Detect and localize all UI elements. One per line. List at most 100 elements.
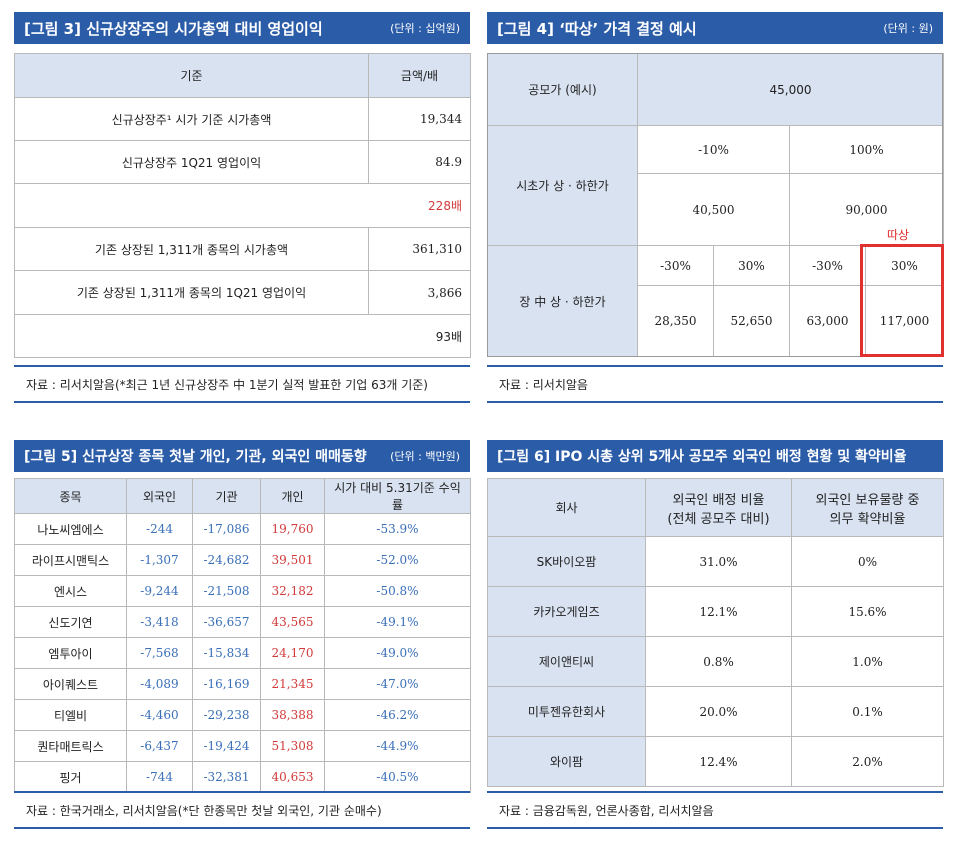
table-header: 회사 [487, 478, 646, 537]
table-cell: -29,238 [192, 699, 261, 731]
table-cell: 0.8% [645, 636, 792, 687]
table-header: 외국인 [126, 478, 193, 514]
figure-6-source: 자료 : 금융감독원, 언론사종합, 리서치알음 [487, 791, 943, 829]
table-cell: 40,653 [260, 761, 325, 793]
table-cell: -244 [126, 513, 193, 545]
figure-4-title: [그림 4] ‘따상’ 가격 결정 예시 [497, 19, 697, 38]
table-cell: 0.1% [791, 686, 944, 737]
figure-5-source: 자료 : 한국거래소, 리서치알음(*단 한종목만 첫날 외국인, 기관 순매수… [14, 791, 470, 829]
table-row: 엔시스 -9,244 -21,508 32,182 -50.8% [14, 575, 471, 607]
table-cell: 엔시스 [14, 575, 127, 607]
table-row: 엠투아이 -7,568 -15,834 24,170 -49.0% [14, 637, 471, 669]
table-row: 핑거 -744 -32,381 40,653 -40.5% [14, 761, 471, 793]
table-cell: -36,657 [192, 606, 261, 638]
ipo-price-value: 45,000 [637, 53, 944, 126]
table-cell: 19,344 [368, 97, 471, 141]
figure-4-unit: (단위 : 원) [883, 22, 933, 35]
table-cell: -49.0% [324, 637, 471, 669]
table-cell: -47.0% [324, 668, 471, 700]
figure-4-table: 공모가 (예시) 45,000 시초가 상 · 하한가 -10% 100% 40… [487, 53, 944, 357]
table-cell: -4,089 [126, 668, 193, 700]
ttasang-tag: 따상 [887, 228, 910, 242]
table-cell: 3,866 [368, 270, 471, 315]
table-cell: 0% [791, 536, 944, 587]
figure-3-table: 기준 금액/배 신규상장주¹ 시가 기준 시가총액 19,344 신규상장주 1… [14, 53, 471, 358]
table-cell: 51,308 [260, 730, 325, 762]
intraday-val: 52,650 [713, 285, 790, 357]
table-cell: 퀀타매트릭스 [14, 730, 127, 762]
table-cell: 32,182 [260, 575, 325, 607]
table-cell: -53.9% [324, 513, 471, 545]
table-cell: 19,760 [260, 513, 325, 545]
table-row: 퀀타매트릭스 -6,437 -19,424 51,308 -44.9% [14, 730, 471, 762]
table-row: 라이프시맨틱스 -1,307 -24,682 39,501 -52.0% [14, 544, 471, 576]
table-row: 카카오게임즈 12.1% 15.6% [487, 586, 944, 637]
table-cell: -19,424 [192, 730, 261, 762]
table-cell: 신도기연 [14, 606, 127, 638]
figure-3-title: [그림 3] 신규상장주의 시가총액 대비 영업이익 [24, 19, 323, 38]
figure-3-unit: (단위 : 십억원) [390, 22, 460, 35]
table-row: 제이앤티씨 0.8% 1.0% [487, 636, 944, 687]
table-row: 신도기연 -3,418 -36,657 43,565 -49.1% [14, 606, 471, 638]
table-cell: 43,565 [260, 606, 325, 638]
intraday-limit-label: 장 中 상 · 하한가 [487, 245, 638, 357]
figure-3-source: 자료 : 리서치알음(*최근 1년 신규상장주 中 1분기 실적 발표한 기업 … [14, 365, 470, 403]
intraday-pct: 30% [865, 245, 944, 286]
table-cell: -44.9% [324, 730, 471, 762]
table-cell: -40.5% [324, 761, 471, 793]
ratio-cell: 93배 [14, 314, 471, 358]
table-header: 개인 [260, 478, 325, 514]
table-cell: 24,170 [260, 637, 325, 669]
figure-5-unit: (단위 : 백만원) [390, 450, 460, 463]
table-cell: 21,345 [260, 668, 325, 700]
figure-3-panel: [그림 3] 신규상장주의 시가총액 대비 영업이익 (단위 : 십억원) 기준… [14, 12, 471, 407]
figure-6-panel: [그림 6] IPO 시총 상위 5개사 공모주 외국인 배정 현황 및 확약비… [487, 440, 944, 830]
table-cell: -21,508 [192, 575, 261, 607]
table-cell: 기존 상장된 1,311개 종목의 시가총액 [14, 227, 369, 271]
table-row: 와이팜 12.4% 2.0% [487, 736, 944, 787]
figure-6-header: [그림 6] IPO 시총 상위 5개사 공모주 외국인 배정 현황 및 확약비… [487, 440, 943, 472]
table-header: 외국인 보유물량 중 의무 확약비율 [791, 478, 944, 537]
table-cell: 신규상장주¹ 시가 기준 시가총액 [14, 97, 369, 141]
company-cell: 제이앤티씨 [487, 636, 646, 687]
table-cell: 20.0% [645, 686, 792, 737]
table-cell: -17,086 [192, 513, 261, 545]
figure-4-table-frame [487, 53, 943, 357]
ratio-cell: 228배 [14, 183, 471, 228]
company-cell: 와이팜 [487, 736, 646, 787]
table-cell: -7,568 [126, 637, 193, 669]
table-cell: 신규상장주 1Q21 영업이익 [14, 140, 369, 184]
figure-5-title: [그림 5] 신규상장 종목 첫날 개인, 기관, 외국인 매매동향 [24, 449, 367, 465]
table-cell: 84.9 [368, 140, 471, 184]
open-val-low: 40,500 [637, 173, 790, 246]
table-cell: 39,501 [260, 544, 325, 576]
open-limit-label: 시초가 상 · 하한가 [487, 125, 638, 246]
intraday-val: 63,000 [789, 285, 866, 357]
table-cell: -4,460 [126, 699, 193, 731]
table-cell: -49.1% [324, 606, 471, 638]
table-header: 금액/배 [368, 53, 471, 98]
company-cell: SK바이오팜 [487, 536, 646, 587]
table-header: 외국인 배정 비율 (전체 공모주 대비) [645, 478, 792, 537]
table-cell: -9,244 [126, 575, 193, 607]
table-header: 시가 대비 5.31기준 수익률 [324, 478, 471, 514]
table-cell: 361,310 [368, 227, 471, 271]
table-cell: -15,834 [192, 637, 261, 669]
figure-5-panel: [그림 5] 신규상장 종목 첫날 개인, 기관, 외국인 매매동향 (단위 :… [14, 440, 471, 830]
open-pct-low: -10% [637, 125, 790, 174]
intraday-val: 28,350 [637, 285, 714, 357]
table-cell: 1.0% [791, 636, 944, 687]
table-cell: 38,388 [260, 699, 325, 731]
company-cell: 미투젠유한회사 [487, 686, 646, 737]
table-row: 나노씨엠에스 -244 -17,086 19,760 -53.9% [14, 513, 471, 545]
intraday-pct: -30% [637, 245, 714, 286]
figure-3-header: [그림 3] 신규상장주의 시가총액 대비 영업이익 (단위 : 십억원) [14, 12, 470, 44]
figure-6-title: [그림 6] IPO 시총 상위 5개사 공모주 외국인 배정 현황 및 확약비… [497, 449, 907, 465]
figure-6-table: 회사 외국인 배정 비율 (전체 공모주 대비) 외국인 보유물량 중 의무 확… [487, 478, 944, 787]
figure-4-panel: [그림 4] ‘따상’ 가격 결정 예시 (단위 : 원) 공모가 (예시) 4… [487, 12, 944, 407]
table-cell: 라이프시맨틱스 [14, 544, 127, 576]
table-cell: -50.8% [324, 575, 471, 607]
figure-5-header: [그림 5] 신규상장 종목 첫날 개인, 기관, 외국인 매매동향 (단위 :… [14, 440, 470, 472]
table-cell: 티엘비 [14, 699, 127, 731]
ttasang-highlight-box [860, 244, 944, 357]
